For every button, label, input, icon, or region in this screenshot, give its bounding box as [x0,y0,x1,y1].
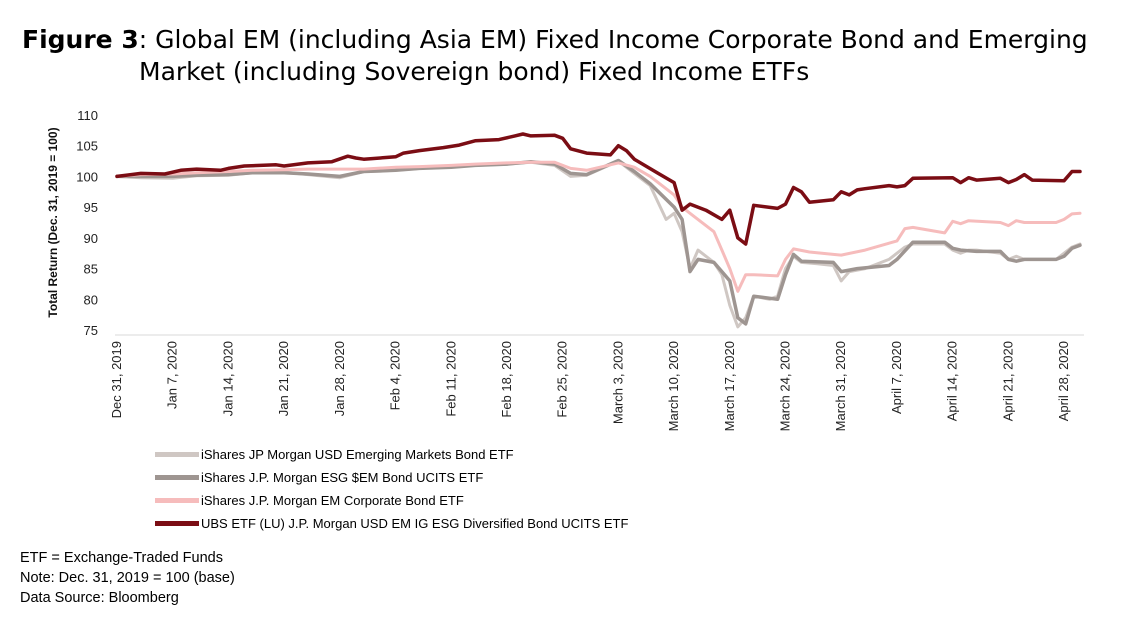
legend-swatch [155,498,199,503]
legend-item: iShares J.P. Morgan ESG $EM Bond UCITS E… [155,466,628,489]
note-etf-definition: ETF = Exchange-Traded Funds [20,550,223,566]
x-tick-label: April 7, 2020 [889,341,904,414]
y-tick-label: 110 [77,108,98,123]
x-tick-label: Feb 4, 2020 [388,341,403,410]
y-tick-label: 85 [84,262,98,277]
series-line-2 [115,158,1082,326]
x-tick-label: Feb 25, 2020 [555,341,570,418]
x-tick-label: March 3, 2020 [610,341,625,424]
figure-label-colon: : [138,25,148,54]
x-tick-label: April 21, 2020 [1000,341,1015,421]
x-tick-label: Jan 7, 2020 [165,341,180,409]
legend-item: UBS ETF (LU) J.P. Morgan USD EM IG ESG D… [155,512,628,535]
x-tick-label: Dec 31, 2019 [109,341,124,418]
x-tick-label: Jan 21, 2020 [276,341,291,416]
x-tick-label: Jan 14, 2020 [220,341,235,416]
figure-label: Figure 3 [22,25,139,54]
x-tick-label: Jan 28, 2020 [332,341,347,416]
chart-notes: ETF = Exchange-Traded Funds Note: Dec. 3… [20,548,235,608]
x-tick-label: March 10, 2020 [666,341,681,431]
legend-label: iShares J.P. Morgan ESG $EM Bond UCITS E… [201,470,484,485]
legend-swatch [155,521,199,526]
y-tick-label: 75 [84,323,98,338]
y-tick-label: 80 [84,292,98,307]
y-tick-label: 95 [84,200,98,215]
series-line-3 [115,160,1082,293]
x-tick-label: Feb 18, 2020 [499,341,514,418]
legend-item: iShares J.P. Morgan EM Corporate Bond ET… [155,489,628,512]
y-tick-label: 105 [76,139,98,154]
y-tick-label: 100 [76,169,98,184]
x-tick-label: April 28, 2020 [1056,341,1071,421]
legend-label: iShares J.P. Morgan EM Corporate Bond ET… [201,493,464,508]
y-axis-label: Total Return (Dec. 31, 2019 = 100) [46,127,60,317]
series-line-4 [115,132,1082,246]
legend-label: UBS ETF (LU) J.P. Morgan USD EM IG ESG D… [201,516,629,531]
note-data-source: Data Source: Bloomberg [20,590,179,606]
note-base: Note: Dec. 31, 2019 = 100 (base) [20,570,235,586]
series-line-1 [115,159,1082,329]
x-tick-label: March 17, 2020 [722,341,737,431]
legend-item: iShares JP Morgan USD Emerging Markets B… [155,443,628,466]
x-tick-label: March 24, 2020 [778,341,793,431]
line-chart: 75 80 85 90 95 100 105 110 Total Return (Dec. 31… [46,108,1084,431]
legend-swatch [155,452,199,457]
legend-swatch [155,475,199,480]
x-tick-label: March 31, 2020 [833,341,848,431]
y-tick-label: 90 [84,231,98,246]
figure-title: Figure 3: Global EM (including Asia EM) … [22,24,1088,88]
legend-label: iShares JP Morgan USD Emerging Markets B… [201,447,514,462]
chart-legend: iShares JP Morgan USD Emerging Markets B… [155,443,628,535]
title-line-1: Global EM (including Asia EM) Fixed Inco… [155,25,1088,54]
x-tick-label: April 14, 2020 [945,341,960,421]
x-tick-label: Feb 11, 2020 [443,341,458,417]
title-line-2: Market (including Sovereign bond) Fixed … [139,57,810,86]
